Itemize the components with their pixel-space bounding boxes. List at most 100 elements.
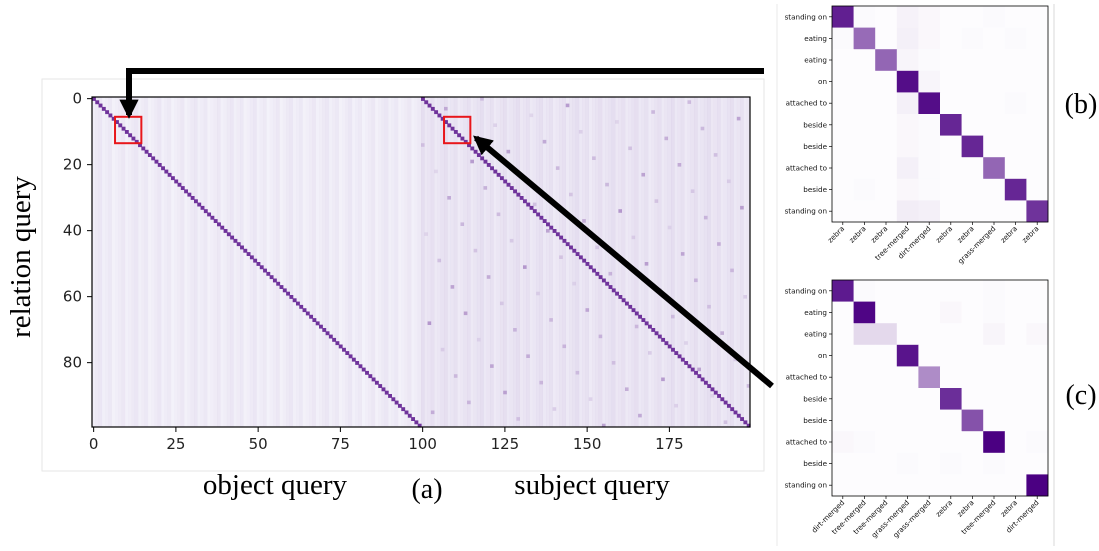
heatmap-a-column [667, 97, 672, 427]
matrix-cell [983, 431, 1006, 454]
heatmap-a-column [703, 97, 708, 427]
heatmap-a-column [309, 97, 313, 427]
heatmap-a-diagonal-cell [569, 245, 573, 250]
matrix-row-label: attached to [786, 373, 827, 382]
heatmap-a-noise-cell [480, 97, 484, 101]
matrix-cell [983, 157, 1006, 180]
heatmap-a-column [303, 97, 306, 427]
heatmap-a-noise-cell [430, 410, 435, 415]
matrix-frame [831, 5, 1049, 223]
heatmap-a-column [434, 97, 438, 427]
matrix-cell [940, 178, 962, 201]
matrix-cell [961, 344, 984, 367]
heatmap-a-column [316, 97, 319, 427]
heatmap-a-column [513, 97, 517, 427]
matrix-cell [896, 366, 919, 389]
matrix-cell [896, 431, 919, 454]
matrix-cell [853, 135, 876, 158]
heatmap-a-column [674, 97, 678, 427]
matrix-cell [853, 474, 876, 497]
heatmap-a-diagonal-cell [243, 248, 248, 253]
heatmap-a-diagonal-cell [404, 410, 409, 415]
matrix-cell [961, 200, 984, 223]
matrix-cell [832, 344, 854, 367]
matrix-cell [1026, 49, 1049, 72]
heatmap-a-column [690, 97, 695, 427]
heatmap-a-diagonal-cell [427, 103, 432, 108]
matrix-cell [983, 474, 1006, 497]
matrix-cell [896, 27, 919, 50]
heatmap-a-noise-cell [601, 423, 606, 428]
heatmap-a-noise-cell [733, 357, 738, 362]
matrix-cell [940, 135, 962, 158]
heatmap-a-column [460, 97, 464, 427]
heatmap-a-x-tick-label: 100 [408, 435, 437, 453]
matrix-cell [853, 178, 876, 201]
heatmap-a-noise-cell [601, 423, 606, 428]
matrix-row-label: standing on [785, 12, 827, 21]
heatmap-a-column [457, 97, 461, 427]
heatmap-a-diagonal-cell [526, 202, 531, 207]
heatmap-a-diagonal-cell [213, 219, 218, 223]
matrix-row-label: beside [803, 459, 827, 468]
heatmap-a-column [677, 97, 682, 427]
matrix-cell [1026, 27, 1049, 50]
heatmap-a-column [164, 97, 168, 427]
heatmap-a-diagonal-cell [203, 209, 208, 214]
heatmap-a-noise-cell [516, 417, 520, 421]
heatmap-a-axes-frame [91, 96, 751, 428]
heatmap-a-noise-cell [697, 367, 701, 372]
matrix-cell [940, 323, 962, 346]
matrix-cell [940, 280, 962, 302]
heatmap-a-diagonal-cell [562, 238, 567, 243]
heatmap-a-diagonal-cell [368, 374, 373, 379]
heatmap-a-diagonal-cell [407, 413, 412, 418]
heatmap-a-column [280, 97, 283, 427]
heatmap-a-diagonal-cell [355, 361, 360, 365]
heatmap-a-column [223, 97, 228, 427]
matrix-cell [961, 114, 984, 136]
matrix-cell [875, 344, 898, 367]
matrix-cell [918, 114, 941, 136]
heatmap-a-column [230, 97, 234, 427]
matrix-col-label: zebra [998, 224, 1019, 245]
heatmap-a-diagonal-cell [315, 321, 320, 326]
matrix-cell [961, 92, 984, 115]
heatmap-a-diagonal-cell [180, 186, 185, 190]
matrix-cell [875, 200, 898, 223]
matrix-cell [896, 157, 919, 180]
matrix-cell [983, 200, 1006, 223]
heatmap-a-diagonal-cell [266, 271, 271, 276]
heatmap-a-diagonal-cell [325, 331, 330, 336]
heatmap-a-column [272, 97, 277, 427]
heatmap-a-column [378, 97, 381, 427]
heatmap-a-noise-cell [690, 189, 695, 193]
heatmap-a-column [112, 97, 115, 427]
heatmap-a-column [358, 97, 362, 427]
heatmap-a-diagonal-cell [272, 278, 277, 283]
heatmap-a-column [339, 97, 342, 427]
heatmap-a-column [707, 97, 711, 427]
matrix-col-label: zebra [847, 224, 868, 245]
heatmap-a-noise-cell [677, 163, 682, 167]
heatmap-a-column [519, 97, 524, 427]
heatmap-a-diagonal-cell [332, 337, 337, 342]
matrix-cell [940, 388, 962, 410]
heatmap-a-diagonal-cell [723, 400, 728, 405]
heatmap-a-column [522, 97, 527, 427]
heatmap-a-column [329, 97, 332, 427]
matrix-cell [1026, 409, 1049, 432]
matrix-cell [832, 178, 854, 201]
heatmap-a-diagonal-cell [411, 417, 416, 421]
heatmap-a-noise-cell [526, 354, 530, 358]
heatmap-a-diagonal-cell [115, 120, 119, 124]
heatmap-a-column [651, 97, 655, 427]
heatmap-a-noise-cell [700, 126, 705, 131]
heatmap-a-diagonal-cell [651, 328, 656, 332]
matrix-cell [875, 135, 898, 158]
matrix-cell [918, 388, 941, 410]
heatmap-a-column [151, 97, 154, 427]
heatmap-a-noise-cell [667, 225, 672, 230]
heatmap-a-column [233, 97, 236, 427]
matrix-cell [961, 178, 984, 201]
